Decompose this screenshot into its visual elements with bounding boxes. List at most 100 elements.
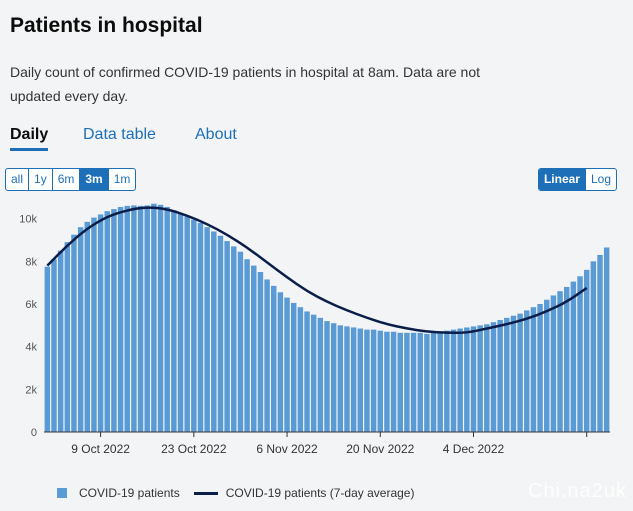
bar[interactable]: [104, 211, 110, 432]
bar[interactable]: [417, 332, 423, 432]
legend-item-line: COVID-19 patients (7-day average): [193, 486, 414, 500]
bar[interactable]: [151, 203, 157, 432]
bar[interactable]: [384, 331, 390, 432]
bar[interactable]: [563, 286, 570, 432]
bar[interactable]: [231, 246, 237, 432]
bar[interactable]: [251, 265, 257, 432]
bar[interactable]: [603, 247, 610, 432]
bar[interactable]: [77, 227, 84, 432]
bar[interactable]: [530, 307, 537, 432]
bar[interactable]: [124, 205, 130, 432]
bar[interactable]: [490, 322, 497, 432]
bar[interactable]: [357, 328, 364, 432]
bar[interactable]: [484, 324, 490, 432]
x-tick-label: 20 Nov 2022: [346, 442, 414, 456]
bar[interactable]: [297, 307, 304, 432]
bar[interactable]: [270, 285, 277, 432]
bar[interactable]: [257, 272, 264, 432]
bar[interactable]: [204, 227, 210, 432]
bar[interactable]: [430, 332, 437, 432]
bar[interactable]: [157, 204, 164, 432]
bar[interactable]: [44, 266, 51, 432]
bar[interactable]: [290, 302, 297, 432]
bar[interactable]: [191, 219, 197, 432]
bar[interactable]: [337, 325, 344, 432]
bar[interactable]: [590, 261, 597, 432]
bar[interactable]: [184, 216, 190, 432]
bar[interactable]: [444, 330, 450, 432]
bar[interactable]: [570, 281, 577, 432]
bar[interactable]: [550, 295, 557, 432]
bar[interactable]: [51, 259, 57, 432]
bar[interactable]: [117, 206, 124, 432]
tab-daily[interactable]: Daily: [10, 126, 49, 151]
bar[interactable]: [597, 254, 603, 432]
bar[interactable]: [144, 205, 150, 432]
range-6m-button[interactable]: 6m: [53, 169, 81, 190]
bar[interactable]: [464, 327, 470, 432]
bar[interactable]: [477, 325, 483, 432]
bar[interactable]: [504, 317, 510, 432]
tab-data-table[interactable]: Data table: [83, 126, 156, 143]
bar[interactable]: [470, 326, 477, 432]
range-3m-button[interactable]: 3m: [80, 169, 109, 190]
tab-about[interactable]: About: [195, 126, 237, 143]
bar[interactable]: [131, 205, 137, 432]
bar[interactable]: [350, 327, 357, 432]
bar[interactable]: [224, 241, 230, 432]
range-all-button[interactable]: all: [6, 169, 30, 190]
x-tick-label: 9 Oct 2022: [71, 442, 130, 456]
bar[interactable]: [364, 329, 370, 432]
y-tick-label: 0: [31, 427, 37, 439]
bar[interactable]: [404, 332, 410, 432]
bar[interactable]: [510, 315, 517, 432]
bar[interactable]: [450, 329, 457, 432]
bar[interactable]: [137, 205, 144, 432]
average-line[interactable]: [46, 206, 588, 335]
bar[interactable]: [497, 320, 503, 432]
scale-linear-button[interactable]: Linear: [538, 169, 586, 190]
bar[interactable]: [344, 326, 350, 432]
bar[interactable]: [164, 206, 170, 432]
bar[interactable]: [237, 251, 244, 432]
bar[interactable]: [330, 323, 337, 432]
bar[interactable]: [284, 297, 290, 432]
bar[interactable]: [211, 231, 217, 432]
scale-log-button[interactable]: Log: [590, 172, 611, 186]
bar[interactable]: [177, 213, 184, 432]
bar[interactable]: [84, 221, 91, 432]
bar[interactable]: [64, 242, 71, 432]
bar[interactable]: [390, 331, 397, 432]
bar[interactable]: [557, 291, 563, 432]
range-1m-button[interactable]: 1m: [113, 172, 131, 186]
bar[interactable]: [310, 314, 317, 432]
bar[interactable]: [524, 310, 530, 432]
bar[interactable]: [264, 279, 270, 432]
bar[interactable]: [370, 329, 377, 432]
bar[interactable]: [171, 210, 177, 432]
bar[interactable]: [324, 321, 330, 432]
bar[interactable]: [304, 311, 310, 432]
bar[interactable]: [91, 217, 97, 432]
bar[interactable]: [71, 234, 77, 432]
bar[interactable]: [244, 259, 250, 432]
bar[interactable]: [544, 299, 550, 432]
bar[interactable]: [197, 222, 204, 432]
bar[interactable]: [317, 317, 324, 432]
bar[interactable]: [57, 250, 64, 432]
bar[interactable]: [577, 276, 583, 432]
bar[interactable]: [517, 313, 523, 432]
bar[interactable]: [537, 304, 543, 432]
bar[interactable]: [217, 235, 224, 432]
bar[interactable]: [437, 331, 443, 432]
bar[interactable]: [424, 333, 430, 432]
bar[interactable]: [377, 330, 384, 432]
bar[interactable]: [410, 332, 417, 432]
bar[interactable]: [97, 214, 104, 432]
bar[interactable]: [397, 332, 403, 432]
range-1y-button[interactable]: 1y: [29, 169, 53, 190]
bar[interactable]: [583, 269, 590, 432]
bar[interactable]: [277, 292, 284, 432]
bar[interactable]: [457, 328, 463, 432]
bar[interactable]: [111, 209, 117, 432]
